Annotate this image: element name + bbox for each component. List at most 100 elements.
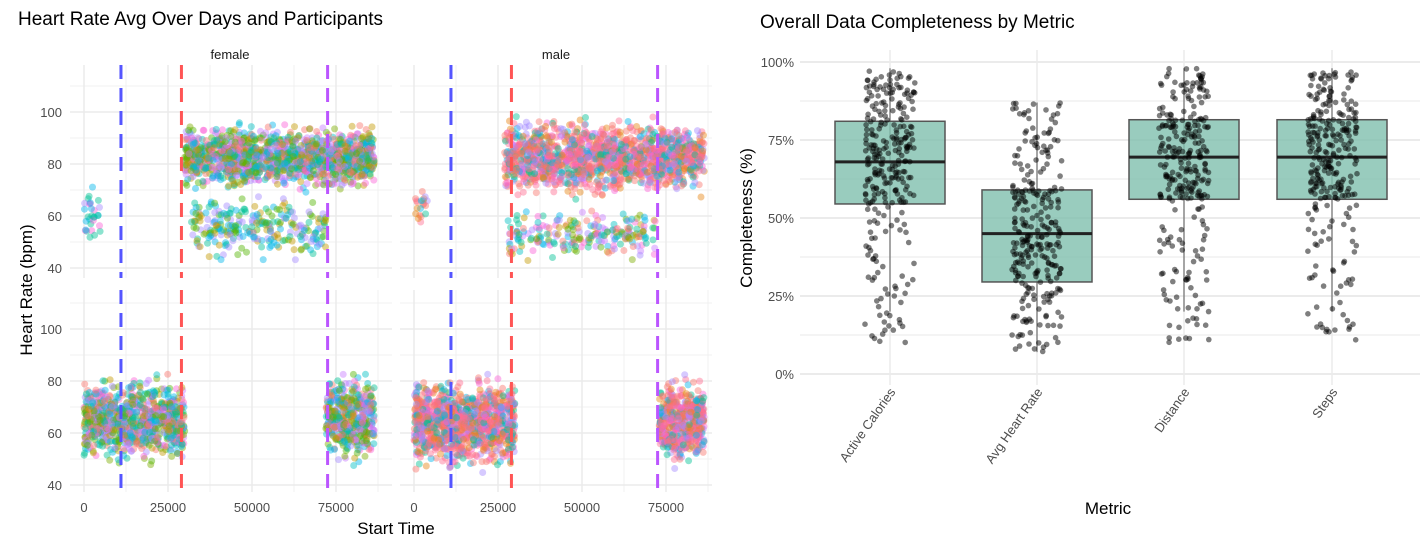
- data-point: [634, 153, 642, 161]
- data-point: [369, 158, 377, 166]
- data-point: [215, 142, 223, 150]
- data-point: [215, 151, 223, 159]
- data-point: [312, 157, 320, 165]
- data-point: [320, 166, 328, 174]
- data-point: [199, 154, 207, 162]
- data-point: [338, 132, 346, 140]
- data-point: [295, 132, 303, 140]
- data-point: [574, 224, 582, 232]
- data-point: [251, 202, 259, 210]
- data-point: [205, 154, 213, 162]
- data-point: [171, 410, 179, 418]
- data-point: [366, 162, 374, 170]
- data-point: [274, 153, 282, 160]
- data-point: [278, 149, 286, 157]
- data-point: [299, 184, 307, 192]
- data-point: [240, 160, 248, 168]
- data-point: [260, 148, 268, 156]
- data-point: [356, 160, 364, 168]
- data-point: [665, 176, 673, 184]
- data-point: [205, 203, 213, 211]
- data-point: [557, 180, 565, 188]
- data-point: [368, 134, 376, 142]
- data-point: [362, 385, 370, 393]
- data-point: [290, 166, 298, 174]
- data-point: [242, 145, 250, 153]
- data-point: [358, 419, 366, 427]
- data-point: [332, 141, 340, 148]
- data-point: [365, 161, 372, 169]
- data-point: [224, 183, 232, 191]
- data-point: [356, 157, 364, 165]
- data-point: [256, 148, 264, 156]
- data-point: [309, 145, 316, 153]
- data-point: [275, 135, 283, 143]
- data-point: [308, 134, 316, 142]
- data-point: [253, 151, 261, 159]
- data-point: [345, 164, 353, 172]
- data-point: [350, 147, 358, 154]
- data-point: [206, 142, 214, 150]
- data-point: [273, 170, 281, 178]
- data-point: [239, 137, 247, 145]
- data-point: [272, 132, 280, 140]
- data-point: [276, 139, 284, 147]
- data-point: [330, 160, 338, 168]
- data-point: [559, 125, 567, 133]
- data-point: [192, 147, 200, 155]
- data-point: [355, 145, 363, 153]
- data-point: [240, 129, 248, 137]
- data-point: [256, 155, 263, 163]
- data-point: [334, 168, 342, 176]
- data-point: [182, 128, 190, 136]
- data-point: [266, 151, 274, 159]
- data-point: [168, 403, 176, 411]
- data-point: [299, 163, 307, 171]
- data-point: [192, 224, 200, 232]
- data-point: [290, 214, 298, 222]
- data-point: [312, 175, 320, 183]
- data-point: [250, 161, 258, 169]
- data-point: [297, 157, 305, 165]
- data-point: [218, 160, 226, 168]
- data-point: [301, 148, 309, 156]
- data-point: [264, 168, 272, 175]
- data-point: [245, 169, 253, 176]
- data-point: [320, 156, 328, 164]
- data-point: [349, 148, 357, 156]
- data-point: [365, 162, 372, 170]
- data-point: [207, 144, 215, 152]
- data-point: [246, 165, 254, 173]
- data-point: [367, 163, 375, 171]
- data-point: [279, 135, 287, 143]
- data-point: [218, 140, 226, 148]
- data-point: [357, 172, 365, 180]
- data-point: [193, 164, 201, 172]
- data-point: [368, 150, 376, 158]
- data-point: [196, 148, 204, 156]
- data-point: [279, 151, 287, 159]
- data-point: [336, 153, 344, 161]
- data-point: [307, 238, 315, 245]
- data-point: [542, 179, 550, 187]
- data-point: [205, 157, 213, 165]
- data-point: [342, 157, 350, 165]
- data-point: [350, 161, 358, 169]
- data-point: [626, 235, 634, 243]
- data-point: [279, 195, 287, 203]
- data-point: [309, 162, 317, 170]
- data-point: [195, 170, 203, 178]
- data-point: [308, 159, 316, 167]
- data-point: [249, 157, 257, 165]
- data-point: [588, 133, 596, 140]
- data-point: [309, 167, 317, 175]
- data-point: [363, 166, 371, 174]
- data-point: [342, 380, 349, 387]
- data-point: [160, 406, 168, 414]
- data-point: [629, 243, 637, 250]
- data-point: [221, 153, 229, 161]
- data-point: [357, 172, 365, 180]
- data-point: [337, 166, 345, 174]
- data-point: [368, 165, 376, 173]
- data-point: [516, 122, 524, 130]
